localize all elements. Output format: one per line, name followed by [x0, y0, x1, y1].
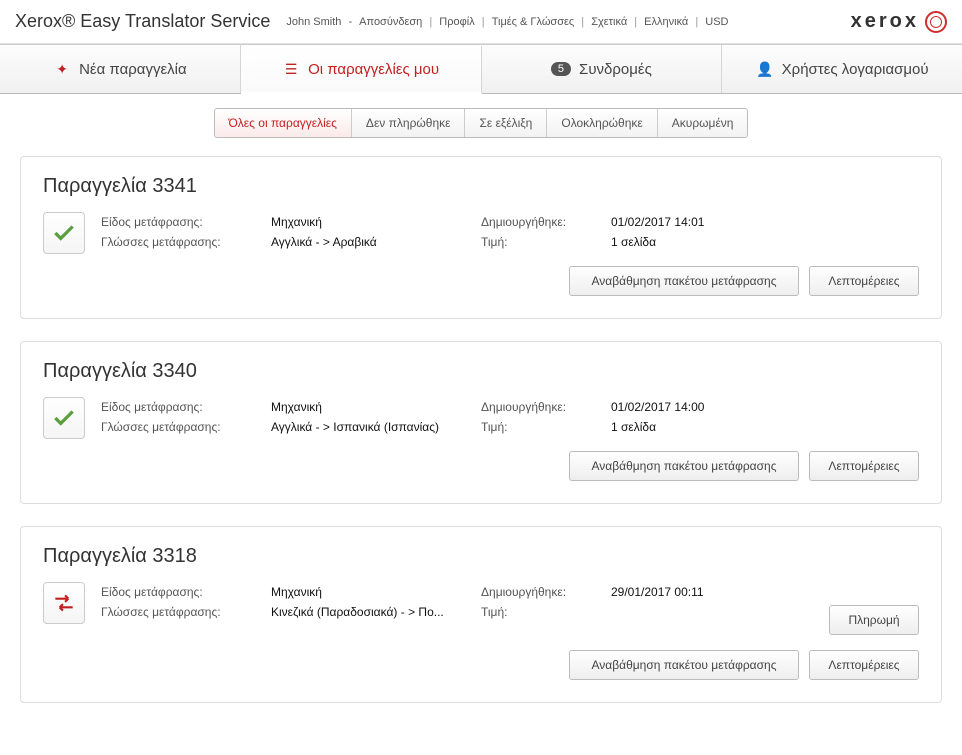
order-title: Παραγγελία 3341	[43, 175, 919, 198]
profile-link[interactable]: Προφίλ	[435, 16, 478, 28]
filter-tabs: Όλες οι παραγγελίες Δεν πληρώθηκε Σε εξέ…	[214, 108, 749, 138]
list-icon: ☰	[282, 60, 300, 78]
value-langs: Αγγλικά - > Αραβικά	[271, 232, 471, 252]
order-title: Παραγγελία 3318	[43, 545, 919, 568]
label-langs: Γλώσσες μετάφρασης:	[101, 417, 261, 437]
header-left: Xerox® Easy Translator Service John Smit…	[15, 11, 733, 32]
brand-text: xerox	[851, 10, 919, 33]
filter-row: Όλες οι παραγγελίες Δεν πληρώθηκε Σε εξέ…	[0, 94, 962, 146]
value-created: 01/02/2017 14:01	[611, 212, 919, 232]
user-icon: 👤	[756, 60, 774, 78]
order-card: Παραγγελία 3318 Είδος μετάφρασης: Γλώσσε…	[20, 526, 942, 703]
prices-link[interactable]: Τιμές & Γλώσσες	[488, 16, 579, 28]
label-price: Τιμή:	[481, 232, 601, 252]
header-links: John Smith - Αποσύνδεση | Προφίλ | Τιμές…	[282, 16, 732, 28]
label-price: Τιμή:	[481, 417, 601, 437]
value-type: Μηχανική	[271, 582, 471, 602]
order-actions: Αναβάθμηση πακέτου μετάφρασης Λεπτομέρει…	[43, 266, 919, 296]
value-created: 01/02/2017 14:00	[611, 397, 919, 417]
tab-label: Χρήστες λογαριασμού	[782, 61, 929, 78]
details-button[interactable]: Λεπτομέρειες	[809, 451, 919, 481]
filter-completed[interactable]: Ολοκληρώθηκε	[547, 109, 657, 137]
label-langs: Γλώσσες μετάφρασης:	[101, 602, 261, 622]
value-created: 29/01/2017 00:11	[611, 582, 919, 602]
tab-label: Οι παραγγελίες μου	[308, 61, 439, 78]
upgrade-button[interactable]: Αναβάθμηση πακέτου μετάφρασης	[569, 266, 799, 296]
order-body: Είδος μετάφρασης: Γλώσσες μετάφρασης: Μη…	[43, 212, 919, 254]
filter-unpaid[interactable]: Δεν πληρώθηκε	[352, 109, 466, 137]
details-button[interactable]: Λεπτομέρειες	[809, 650, 919, 680]
service-title: Xerox® Easy Translator Service	[15, 11, 270, 32]
order-title: Παραγγελία 3340	[43, 360, 919, 383]
filter-cancelled[interactable]: Ακυρωμένη	[658, 109, 748, 137]
order-columns: Είδος μετάφρασης: Γλώσσες μετάφρασης: Μη…	[101, 397, 919, 439]
app-header: Xerox® Easy Translator Service John Smit…	[0, 0, 962, 44]
order-columns: Είδος μετάφρασης: Γλώσσες μετάφρασης: Μη…	[101, 582, 919, 638]
order-columns: Είδος μετάφρασης: Γλώσσες μετάφρασης: Μη…	[101, 212, 919, 254]
label-created: Δημιουργήθηκε:	[481, 582, 601, 602]
order-body: Είδος μετάφρασης: Γλώσσες μετάφρασης: Μη…	[43, 582, 919, 638]
tab-account-users[interactable]: 👤 Χρήστες λογαριασμού	[722, 45, 962, 93]
orders-list: Παραγγελία 3341 Είδος μετάφρασης: Γλώσσε…	[0, 146, 962, 755]
label-type: Είδος μετάφρασης:	[101, 212, 261, 232]
logout-link[interactable]: Αποσύνδεση	[355, 16, 426, 28]
tab-my-orders[interactable]: ☰ Οι παραγγελίες μου	[241, 46, 482, 94]
label-created: Δημιουργήθηκε:	[481, 212, 601, 232]
value-langs: Αγγλικά - > Ισπανικά (Ισπανίας)	[271, 417, 471, 437]
brand-ball-icon	[925, 11, 947, 33]
label-type: Είδος μετάφρασης:	[101, 397, 261, 417]
tab-new-order[interactable]: ✦ Νέα παραγγελία	[0, 45, 241, 93]
order-actions: Αναβάθμηση πακέτου μετάφρασης Λεπτομέρει…	[43, 650, 919, 680]
upgrade-button[interactable]: Αναβάθμηση πακέτου μετάφρασης	[569, 650, 799, 680]
status-transfer-icon	[43, 582, 85, 624]
order-card: Παραγγελία 3340 Είδος μετάφρασης: Γλώσσε…	[20, 341, 942, 504]
label-price: Τιμή:	[481, 602, 601, 622]
main-nav-tabs: ✦ Νέα παραγγελία ☰ Οι παραγγελίες μου 5 …	[0, 44, 962, 94]
language-link[interactable]: Ελληνικά	[640, 16, 692, 28]
tab-label: Νέα παραγγελία	[79, 61, 187, 78]
filter-in-progress[interactable]: Σε εξέλιξη	[465, 109, 547, 137]
tab-label: Συνδρομές	[579, 61, 652, 78]
currency-link[interactable]: USD	[701, 16, 732, 28]
value-type: Μηχανική	[271, 397, 471, 417]
label-langs: Γλώσσες μετάφρασης:	[101, 232, 261, 252]
order-actions: Αναβάθμηση πακέτου μετάφρασης Λεπτομέρει…	[43, 451, 919, 481]
label-type: Είδος μετάφρασης:	[101, 582, 261, 602]
tab-subscriptions[interactable]: 5 Συνδρομές	[482, 45, 723, 93]
status-complete-icon	[43, 212, 85, 254]
status-complete-icon	[43, 397, 85, 439]
pay-button[interactable]: Πληρωμή	[829, 605, 919, 635]
about-link[interactable]: Σχετικά	[587, 16, 631, 28]
user-name-link[interactable]: John Smith	[282, 16, 345, 28]
details-button[interactable]: Λεπτομέρειες	[809, 266, 919, 296]
value-langs: Κινεζικά (Παραδοσιακά) - > Πο...	[271, 602, 471, 622]
value-price: 1 σελίδα	[611, 232, 919, 252]
value-type: Μηχανική	[271, 212, 471, 232]
brand-logo: xerox	[851, 10, 947, 33]
sparkle-icon: ✦	[53, 60, 71, 78]
label-created: Δημιουργήθηκε:	[481, 397, 601, 417]
subscriptions-badge: 5	[551, 62, 571, 76]
filter-all[interactable]: Όλες οι παραγγελίες	[215, 109, 352, 137]
order-card: Παραγγελία 3341 Είδος μετάφρασης: Γλώσσε…	[20, 156, 942, 319]
upgrade-button[interactable]: Αναβάθμηση πακέτου μετάφρασης	[569, 451, 799, 481]
value-price: 1 σελίδα	[611, 417, 919, 437]
order-body: Είδος μετάφρασης: Γλώσσες μετάφρασης: Μη…	[43, 397, 919, 439]
